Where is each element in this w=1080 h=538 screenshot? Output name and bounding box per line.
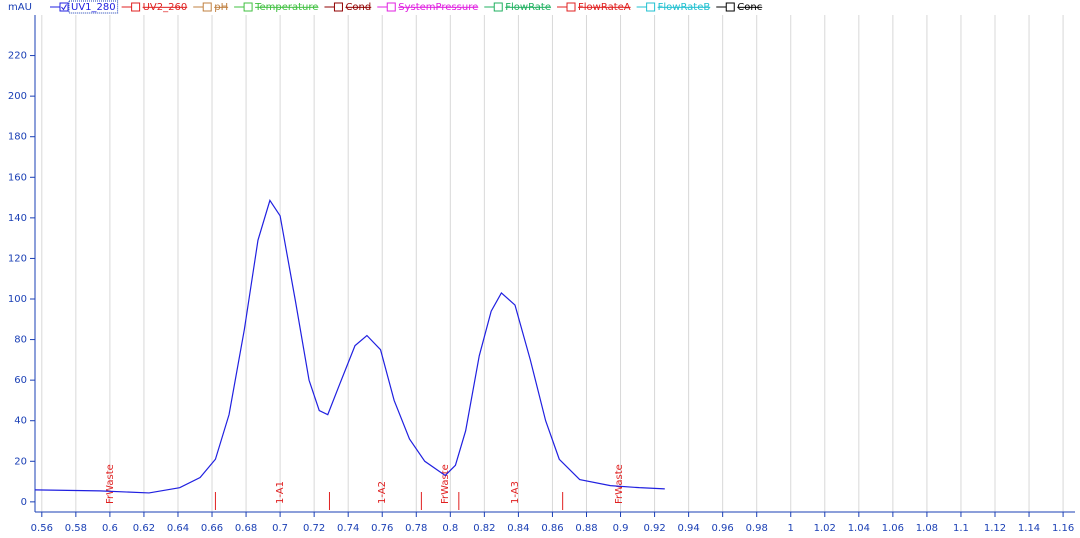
legend-entry[interactable]: SystemPressure xyxy=(398,2,478,13)
x-tick-label: 0.8 xyxy=(442,523,458,534)
x-tick-label: 1.16 xyxy=(1052,523,1074,534)
legend-checkbox xyxy=(333,2,343,12)
x-tick-label: 0.64 xyxy=(167,523,189,534)
legend-entry[interactable]: FlowRate xyxy=(505,2,551,13)
x-tick-label: 1.14 xyxy=(1018,523,1040,534)
y-tick-label: 120 xyxy=(8,253,27,264)
y-tick-label: 80 xyxy=(14,335,27,346)
x-tick-label: 0.98 xyxy=(746,523,768,534)
x-tick-label: 1.08 xyxy=(916,523,938,534)
y-tick-label: 0 xyxy=(21,497,27,508)
legend-checkbox xyxy=(202,2,212,12)
x-tick-label: 0.68 xyxy=(235,523,257,534)
legend-checkbox xyxy=(131,2,141,12)
x-tick-label: 0.84 xyxy=(507,523,529,534)
legend-entry[interactable]: FlowRateA xyxy=(578,2,631,13)
fraction-label: 1-A2 xyxy=(377,481,388,504)
legend-checkbox xyxy=(243,2,253,12)
legend-checkbox xyxy=(566,2,576,12)
fraction-label: 1-A3 xyxy=(510,481,521,504)
legend-check xyxy=(61,4,67,11)
y-tick-label: 200 xyxy=(8,91,27,102)
x-tick-label: 0.88 xyxy=(575,523,597,534)
legend-selection xyxy=(68,0,119,14)
fraction-label: FrWaste xyxy=(105,464,116,504)
x-tick-label: 0.56 xyxy=(31,523,53,534)
x-tick-label: 0.86 xyxy=(541,523,563,534)
x-tick-label: 0.92 xyxy=(643,523,665,534)
x-tick-label: 0.58 xyxy=(65,523,87,534)
x-tick-label: 1.12 xyxy=(984,523,1006,534)
y-tick-label: 20 xyxy=(14,456,27,467)
x-tick-label: 0.94 xyxy=(677,523,699,534)
y-tick-label: 100 xyxy=(8,294,27,305)
legend-checkbox xyxy=(59,2,69,12)
uv-curve xyxy=(34,199,665,494)
y-tick-label: 40 xyxy=(14,416,27,427)
x-tick-label: 0.78 xyxy=(405,523,427,534)
x-tick-label: 1.04 xyxy=(848,523,870,534)
y-tick-label: 140 xyxy=(8,213,27,224)
x-tick-label: 0.82 xyxy=(473,523,495,534)
x-tick-label: 1.06 xyxy=(882,523,904,534)
x-tick-label: 0.62 xyxy=(133,523,155,534)
legend-checkbox xyxy=(646,2,656,12)
x-tick-label: 0.76 xyxy=(371,523,393,534)
x-tick-label: 0.72 xyxy=(303,523,325,534)
x-tick-label: 1.02 xyxy=(814,523,836,534)
legend-entry[interactable]: Cond xyxy=(345,2,371,13)
fraction-label: FrWaste xyxy=(614,464,625,504)
x-tick-label: 0.6 xyxy=(102,523,118,534)
x-tick-label: 1.1 xyxy=(953,523,969,534)
x-tick-label: 0.7 xyxy=(272,523,288,534)
y-tick-label: 180 xyxy=(8,132,27,143)
legend-checkbox xyxy=(493,2,503,12)
x-tick-label: 0.9 xyxy=(613,523,629,534)
legend-checkbox xyxy=(725,2,735,12)
x-tick-label: 0.74 xyxy=(337,523,359,534)
y-tick-label: 220 xyxy=(8,51,27,62)
legend-entry[interactable]: Conc xyxy=(737,2,762,13)
legend-entry[interactable]: UV2_260 xyxy=(143,2,188,13)
x-tick-label: 0.66 xyxy=(201,523,223,534)
y-axis-label: mAU xyxy=(8,2,32,13)
y-tick-label: 160 xyxy=(8,172,27,183)
fraction-label: FrWaste xyxy=(440,464,451,504)
x-tick-label: 1 xyxy=(788,523,794,534)
x-tick-label: 0.96 xyxy=(712,523,734,534)
legend-entry[interactable]: Temperature xyxy=(254,2,318,13)
legend-checkbox xyxy=(386,2,396,12)
fraction-label: 1-A1 xyxy=(275,481,286,504)
y-tick-label: 60 xyxy=(14,375,27,386)
legend-entry[interactable]: pH xyxy=(214,2,228,13)
legend-entry[interactable]: FlowRateB xyxy=(658,2,711,13)
legend-entry[interactable]: UV1_280 xyxy=(71,2,116,13)
